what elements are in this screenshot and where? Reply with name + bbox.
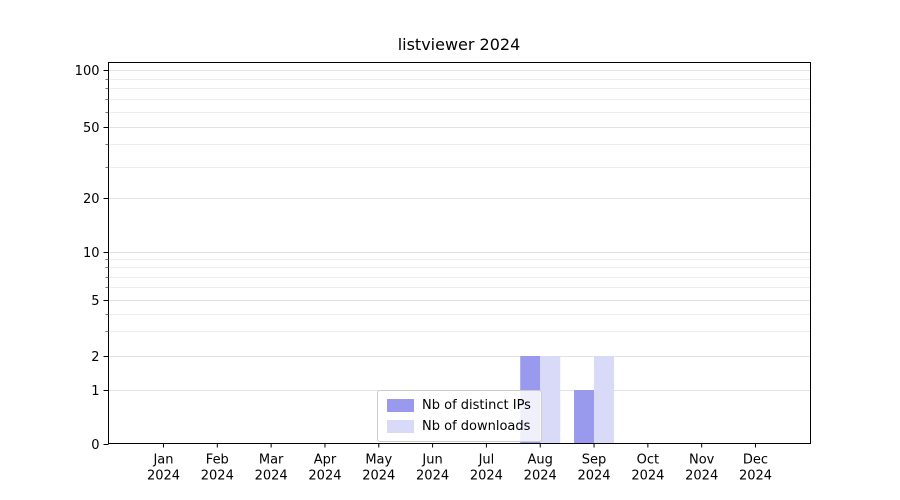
svg-text:May: May <box>365 453 392 468</box>
legend: Nb of distinct IPs Nb of downloads <box>377 390 542 442</box>
legend-item-downloads: Nb of downloads <box>387 419 531 434</box>
svg-text:2024: 2024 <box>685 469 718 484</box>
svg-text:2024: 2024 <box>147 469 180 484</box>
svg-text:2024: 2024 <box>255 469 288 484</box>
svg-text:2024: 2024 <box>524 469 557 484</box>
svg-text:Dec: Dec <box>743 453 768 468</box>
legend-label-downloads: Nb of downloads <box>422 419 531 434</box>
svg-text:2024: 2024 <box>362 469 395 484</box>
svg-text:0: 0 <box>91 438 99 453</box>
legend-swatch-downloads <box>387 420 414 433</box>
svg-text:Sep: Sep <box>582 453 607 468</box>
svg-text:2024: 2024 <box>416 469 449 484</box>
svg-text:Jun: Jun <box>421 453 442 468</box>
legend-swatch-distinct-ips <box>387 399 414 412</box>
svg-text:Feb: Feb <box>206 453 229 468</box>
bar-aug-s1 <box>540 356 561 444</box>
legend-item-distinct-ips: Nb of distinct IPs <box>387 398 531 413</box>
svg-text:Jul: Jul <box>478 453 495 468</box>
bar-sep-s1 <box>594 356 615 444</box>
svg-text:100: 100 <box>75 64 100 79</box>
legend-label-distinct-ips: Nb of distinct IPs <box>422 398 531 413</box>
svg-text:2024: 2024 <box>201 469 234 484</box>
svg-text:Aug: Aug <box>528 453 553 468</box>
svg-text:10: 10 <box>83 246 100 261</box>
svg-text:2024: 2024 <box>308 469 341 484</box>
svg-text:2024: 2024 <box>631 469 664 484</box>
svg-text:Mar: Mar <box>259 453 284 468</box>
chart-title: listviewer 2024 <box>397 35 521 54</box>
bar-sep-s0 <box>574 390 595 444</box>
svg-text:Apr: Apr <box>314 453 337 468</box>
svg-text:2024: 2024 <box>577 469 610 484</box>
svg-text:2: 2 <box>91 350 99 365</box>
svg-text:1: 1 <box>91 384 99 399</box>
svg-text:50: 50 <box>83 121 100 136</box>
svg-text:2024: 2024 <box>470 469 503 484</box>
svg-text:20: 20 <box>83 192 100 207</box>
svg-text:Jan: Jan <box>152 453 173 468</box>
svg-text:Nov: Nov <box>689 453 715 468</box>
svg-text:Oct: Oct <box>637 453 659 468</box>
svg-text:5: 5 <box>91 294 99 309</box>
svg-text:2024: 2024 <box>739 469 772 484</box>
